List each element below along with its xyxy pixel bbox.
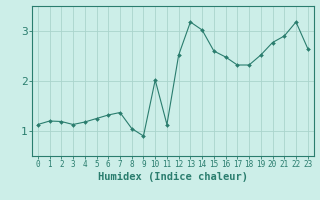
X-axis label: Humidex (Indice chaleur): Humidex (Indice chaleur) (98, 172, 248, 182)
